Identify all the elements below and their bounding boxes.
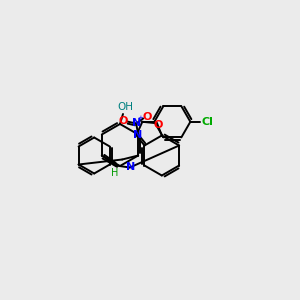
Text: H: H [111, 169, 118, 178]
Text: OH: OH [117, 102, 133, 112]
Text: O: O [153, 120, 163, 130]
Text: O: O [118, 116, 128, 125]
Text: N: N [133, 130, 142, 140]
Text: N: N [126, 161, 135, 172]
Text: O: O [142, 112, 152, 122]
Text: N: N [132, 118, 141, 128]
Text: +: + [137, 116, 143, 122]
Text: Cl: Cl [201, 117, 213, 127]
